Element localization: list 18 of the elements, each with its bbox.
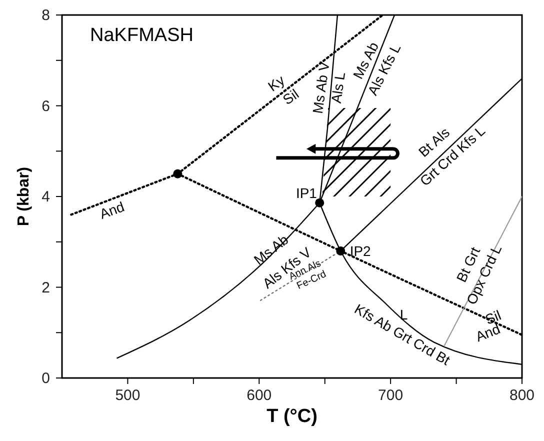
y-tick-label: 4 xyxy=(42,188,50,206)
annotation: IP2 xyxy=(350,242,372,259)
annotation: IP1 xyxy=(296,184,318,201)
x-tick-label: 800 xyxy=(509,387,535,404)
annotation: L xyxy=(400,306,408,322)
annotation: And xyxy=(97,198,126,222)
y-axis-title: P (kbar) xyxy=(16,166,32,226)
y-tick-label: 2 xyxy=(42,279,50,296)
x-axis-title: T (°C) xyxy=(266,406,318,427)
x-tick-label: 500 xyxy=(115,387,140,404)
y-tick-label: 6 xyxy=(42,98,50,115)
y-tick-label: 0 xyxy=(42,370,50,387)
x-tick-label: 700 xyxy=(378,387,404,404)
annotation: Ky xyxy=(264,72,288,94)
y-tick-label: 8 xyxy=(42,7,50,24)
annotation: Als L xyxy=(328,70,348,104)
x-tick-label: 600 xyxy=(246,387,272,404)
text: NaKFMASH xyxy=(90,25,194,46)
